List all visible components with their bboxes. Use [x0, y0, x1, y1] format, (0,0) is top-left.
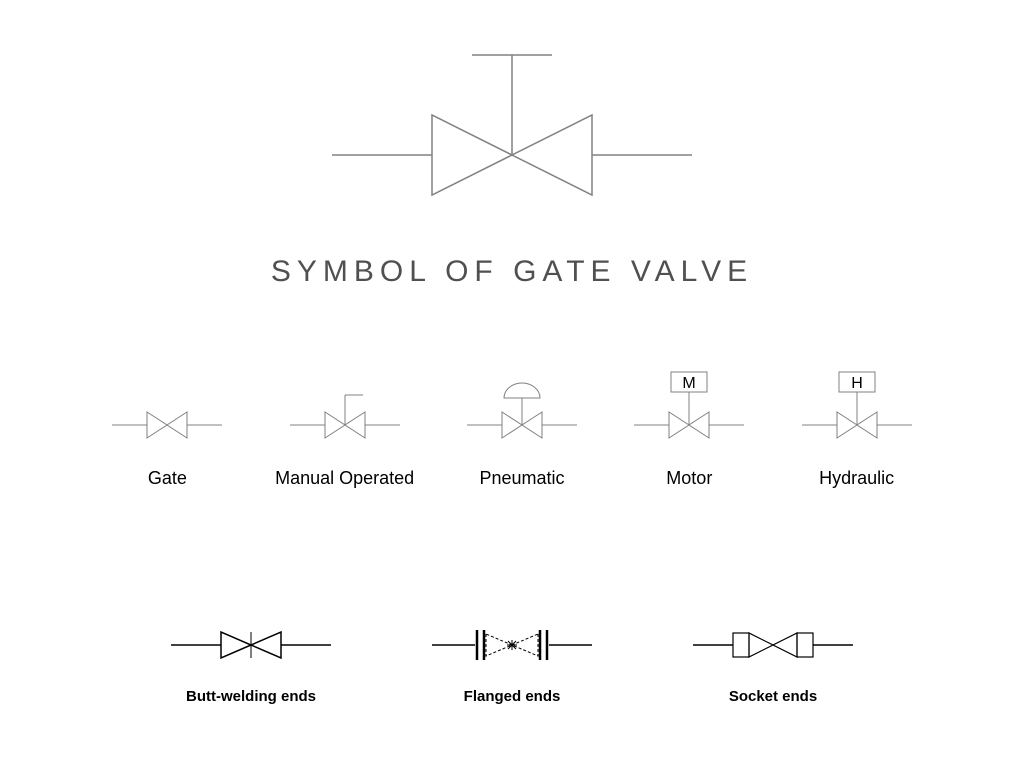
valve-gate: Gate [107, 370, 227, 489]
ends-buttwelding-label: Butt-welding ends [186, 688, 316, 705]
flanged-ends-icon [422, 620, 602, 670]
ends-buttwelding: Butt-welding ends [161, 620, 341, 705]
manual-valve-icon [275, 370, 415, 450]
valve-manual-label: Manual Operated [275, 468, 414, 489]
valve-motor: M Motor [629, 370, 749, 489]
socket-ends-icon [683, 620, 863, 670]
valve-gate-label: Gate [148, 468, 187, 489]
valve-hydraulic-label: Hydraulic [819, 468, 894, 489]
pneumatic-valve-icon [462, 370, 582, 450]
valve-types-row: Gate Manual Operated Pneumatic [0, 370, 1024, 489]
valve-pneumatic-label: Pneumatic [479, 468, 564, 489]
ends-types-row: Butt-welding ends Flanged ends [0, 620, 1024, 705]
ends-flanged: Flanged ends [422, 620, 602, 705]
main-gate-valve-symbol [302, 20, 722, 245]
ends-socket-label: Socket ends [729, 688, 817, 705]
buttwelding-ends-icon [161, 620, 341, 670]
motor-letter: M [683, 375, 696, 392]
motor-valve-icon: M [629, 370, 749, 450]
valve-hydraulic: H Hydraulic [797, 370, 917, 489]
valve-motor-label: Motor [666, 468, 712, 489]
valve-pneumatic: Pneumatic [462, 370, 582, 489]
ends-socket: Socket ends [683, 620, 863, 705]
gate-valve-icon [107, 370, 227, 450]
valve-manual: Manual Operated [275, 370, 415, 489]
hydraulic-valve-icon: H [797, 370, 917, 450]
hydraulic-letter: H [851, 375, 863, 392]
main-title: SYMBOL OF GATE VALVE [271, 255, 753, 289]
ends-flanged-label: Flanged ends [464, 688, 561, 705]
